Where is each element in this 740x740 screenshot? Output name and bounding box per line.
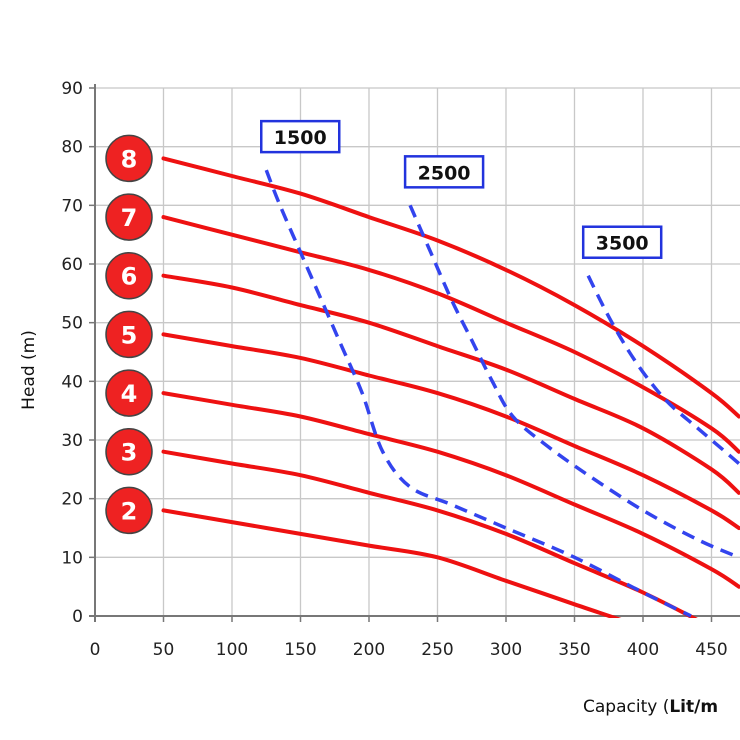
stage-badge-circle <box>105 251 153 300</box>
stage-badge-number: 4 <box>121 380 138 408</box>
x-tick-label: 300 <box>490 640 522 660</box>
x-tick-label: 200 <box>353 640 385 660</box>
y-tick-label: 20 <box>61 490 83 510</box>
speed-curve-2500 <box>408 204 740 559</box>
stage-badge-circle <box>105 134 153 183</box>
speed-label-1500: 1500 <box>260 119 341 154</box>
y-tick-label: 80 <box>61 138 83 158</box>
stage-badge-2: 2 <box>105 486 153 535</box>
speed-label-box <box>581 225 663 259</box>
y-tick-label: 40 <box>61 372 83 392</box>
speed-label-box <box>403 155 485 189</box>
y-tick-label: 60 <box>61 255 83 275</box>
speed-curves <box>264 169 740 618</box>
x-tick-label: 100 <box>216 640 248 660</box>
y-axis-title: Head (m) <box>19 330 39 410</box>
stage-badge-circle <box>105 486 153 535</box>
x-tick-label: 50 <box>153 640 175 660</box>
stage-badge-number: 5 <box>121 321 138 349</box>
stage-badge-number: 2 <box>121 497 138 525</box>
stage-badge-circle <box>105 427 153 476</box>
stage-badge-6: 6 <box>105 251 153 300</box>
speed-label-text: 3500 <box>596 233 649 255</box>
y-tick-label: 90 <box>61 79 83 99</box>
x-axis-title: Capacity (Lit/m <box>583 697 718 717</box>
x-tick-label: 0 <box>90 640 101 660</box>
stage-curve-2 <box>161 508 622 618</box>
stage-curve-7 <box>161 215 740 454</box>
stage-curve-8 <box>161 156 740 419</box>
speed-label-2500: 2500 <box>403 155 485 189</box>
speed-curve-3500 <box>586 274 740 465</box>
stage-curve-6 <box>161 273 740 495</box>
speed-labels: 1500 2500 3500 <box>260 119 663 259</box>
stage-badge-circle <box>105 193 153 241</box>
stage-curve-5 <box>161 332 740 530</box>
x-tick-label: 350 <box>558 640 590 660</box>
speed-curve-1500 <box>264 169 692 618</box>
stage-badge-5: 5 <box>105 310 153 359</box>
stage-badge-8: 8 <box>105 134 153 183</box>
speed-label-box <box>260 119 341 154</box>
speed-label-3500: 3500 <box>581 225 663 259</box>
stage-badge-number: 6 <box>121 263 138 291</box>
x-tick-label: 400 <box>627 640 659 660</box>
y-tick-label: 10 <box>61 548 83 568</box>
stage-badge-number: 3 <box>121 439 138 467</box>
stage-badge-circle <box>105 310 153 359</box>
x-tick-label: 250 <box>421 640 453 660</box>
y-tick-label: 70 <box>61 196 83 216</box>
y-tick-label: 50 <box>61 314 83 334</box>
y-tick-label: 0 <box>72 607 83 627</box>
stage-badge-number: 7 <box>121 204 138 232</box>
speed-label-text: 2500 <box>418 162 471 184</box>
stage-curve-4 <box>161 391 740 589</box>
stage-badge-circle <box>105 369 153 417</box>
stage-badge-3: 3 <box>105 427 153 476</box>
stage-badge-7: 7 <box>105 193 153 241</box>
axes: 0 10 20 30 40 50 60 70 80 90 0 50 100 150 200 250 300 350… <box>61 79 740 660</box>
stage-badge-number: 8 <box>121 145 138 173</box>
speed-label-text: 1500 <box>274 127 327 149</box>
x-tick-label: 150 <box>284 640 316 660</box>
stage-badge-4: 4 <box>105 369 153 417</box>
x-tick-label: 450 <box>695 640 727 660</box>
stage-badges: 8 7 6 5 4 3 2 <box>105 134 153 535</box>
y-tick-label: 30 <box>61 431 83 451</box>
